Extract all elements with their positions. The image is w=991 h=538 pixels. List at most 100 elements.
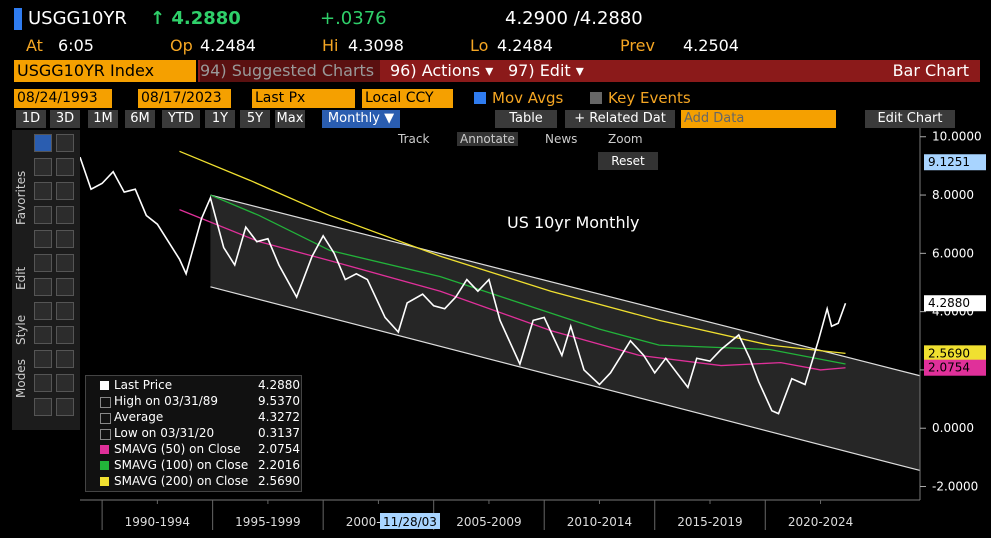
mov-avgs[interactable]: Mov Avgs <box>492 89 564 107</box>
tool-icon[interactable] <box>56 254 74 272</box>
range-button[interactable]: 1Y <box>205 110 235 128</box>
tool-icon[interactable] <box>34 182 52 200</box>
edit-menu[interactable]: 97) Edit ▾ <box>508 61 584 80</box>
table-button[interactable]: Table <box>495 110 557 128</box>
tool-icon[interactable] <box>34 134 52 152</box>
tool-icon[interactable] <box>34 206 52 224</box>
start-date[interactable]: 08/24/1993 <box>14 89 112 108</box>
legend-value: 4.3272 <box>258 410 300 424</box>
news-tool[interactable]: News <box>545 132 578 146</box>
tool-icon[interactable] <box>56 158 74 176</box>
tool-icon[interactable] <box>34 398 52 416</box>
security-field[interactable]: USGG10YR Index <box>14 60 196 82</box>
tool-icon[interactable] <box>56 278 74 296</box>
track-tool[interactable]: Track <box>398 132 430 146</box>
range-button[interactable]: 5Y <box>240 110 270 128</box>
checkbox[interactable] <box>590 92 602 104</box>
value: 6:05 <box>58 36 94 55</box>
value: 4.2484 <box>497 36 553 55</box>
legend-value: 9.5370 <box>258 394 300 408</box>
actions-menu[interactable]: 96) Actions ▾ <box>390 61 494 80</box>
chart-kind[interactable]: Bar Chart <box>892 61 969 80</box>
legend-swatch <box>100 381 109 390</box>
value: 4.3098 <box>348 36 404 55</box>
tool-icon[interactable] <box>56 302 74 320</box>
legend-value: 4.2880 <box>258 378 300 392</box>
change: +.0376 <box>320 8 387 29</box>
cursor-date-box <box>380 513 440 529</box>
range-button[interactable]: 3D <box>50 110 80 128</box>
channel-fill <box>210 195 921 471</box>
legend-value: 2.2016 <box>258 458 300 472</box>
legend-swatch <box>100 429 111 440</box>
tool-icon[interactable] <box>56 350 74 368</box>
tool-icon[interactable] <box>56 230 74 248</box>
tool-icon[interactable] <box>56 398 74 416</box>
related-data[interactable]: + Related Dat <box>565 110 675 128</box>
annotate-tool[interactable]: Annotate <box>457 132 518 146</box>
add-data[interactable]: Add Data <box>681 110 836 128</box>
tool-icon[interactable] <box>34 254 52 272</box>
side-tab[interactable]: Modes <box>14 359 28 398</box>
side-tab[interactable]: Style <box>14 314 28 345</box>
x-tick-label: 1995-1999 <box>235 515 300 529</box>
cursor-date-label: 11/28/03 <box>383 515 437 529</box>
range-button[interactable]: 1D <box>16 110 46 128</box>
series-line <box>179 150 846 354</box>
side-tab[interactable]: Edit <box>14 266 28 290</box>
tool-icon[interactable] <box>34 302 52 320</box>
key-events[interactable]: Key Events <box>608 89 691 107</box>
range-button[interactable]: Max <box>275 110 305 128</box>
legend-swatch <box>100 445 109 454</box>
value: 4.2504 <box>683 36 739 55</box>
reset-button[interactable]: Reset <box>598 152 658 170</box>
tool-icon[interactable] <box>34 326 52 344</box>
period-select[interactable]: Monthly ▼ <box>322 110 400 128</box>
chart-annotation: US 10yr Monthly <box>507 213 640 232</box>
x-tick-label: 2015-2019 <box>677 515 742 529</box>
y-tick-label: 0.0000 <box>932 421 974 435</box>
legend-swatch <box>100 477 109 486</box>
field-select[interactable]: Last Px <box>252 89 355 108</box>
x-tick-label: 2010-2014 <box>567 515 632 529</box>
side-tab[interactable]: Favorites <box>14 170 28 225</box>
legend-value: 0.3137 <box>258 426 300 440</box>
tool-icon[interactable] <box>34 230 52 248</box>
zoom-tool[interactable]: Zoom <box>608 132 643 146</box>
bid-ask: 4.2900 /4.2880 <box>505 8 643 29</box>
suggested-charts[interactable]: 94) Suggested Charts <box>200 60 380 82</box>
y-tick-label: 10.0000 <box>932 130 982 144</box>
series-line <box>79 156 847 415</box>
tool-icon[interactable] <box>34 158 52 176</box>
tool-icon[interactable] <box>56 326 74 344</box>
tool-icon[interactable] <box>34 374 52 392</box>
ticker-flag <box>14 8 22 30</box>
legend-value: 2.5690 <box>258 474 300 488</box>
range-button[interactable]: 1M <box>88 110 118 128</box>
range-button[interactable]: 6M <box>125 110 155 128</box>
edit-chart[interactable]: Edit Chart <box>865 110 955 128</box>
end-date[interactable]: 08/17/2023 <box>138 89 231 108</box>
legend-swatch <box>100 461 109 470</box>
label: Hi <box>322 36 339 55</box>
label: Op <box>170 36 193 55</box>
legend-value: 2.0754 <box>258 442 300 456</box>
label: At <box>26 36 43 55</box>
tool-icon[interactable] <box>34 278 52 296</box>
axis-value-box <box>924 295 986 312</box>
range-button[interactable]: YTD <box>162 110 200 128</box>
tool-icon[interactable] <box>56 134 74 152</box>
tool-icon[interactable] <box>56 206 74 224</box>
currency-select[interactable]: Local CCY <box>362 89 453 108</box>
series-line <box>210 194 846 365</box>
ticker: USGG10YR <box>28 8 127 29</box>
axis-value-label: 4.2880 <box>928 296 970 310</box>
checkbox[interactable] <box>474 92 486 104</box>
axis-value-box <box>924 345 986 362</box>
tool-icon[interactable] <box>56 374 74 392</box>
tool-icon[interactable] <box>34 350 52 368</box>
tool-icon[interactable] <box>56 182 74 200</box>
legend-name: Average <box>114 410 164 424</box>
